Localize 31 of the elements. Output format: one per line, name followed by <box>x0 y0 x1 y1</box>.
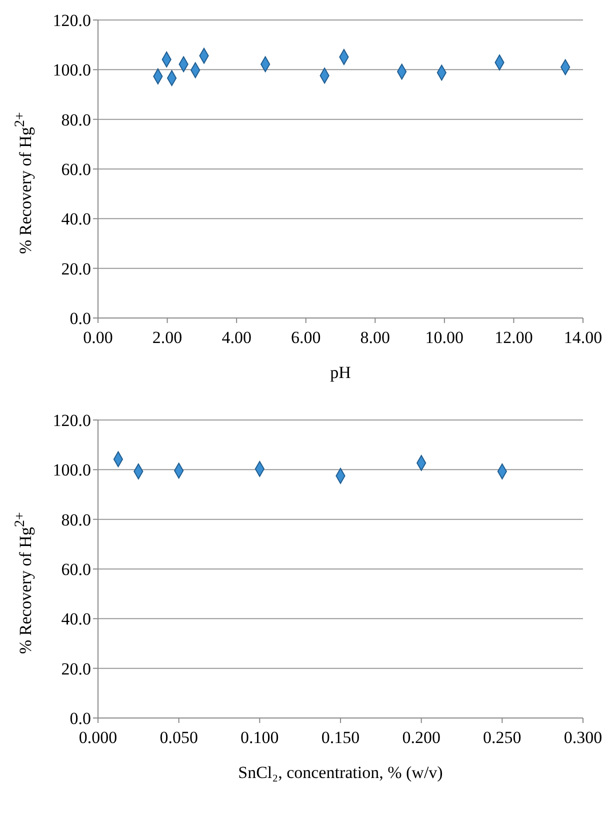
x-tick-label: 10.00 <box>425 328 464 348</box>
y-tick-label: 0.0 <box>70 309 91 328</box>
x-tick-label: 6.00 <box>290 328 321 348</box>
x-tick-label: 0.150 <box>321 728 360 748</box>
y-tick-label: 120.0 <box>52 411 91 430</box>
x-tick-label: 0.00 <box>83 328 113 348</box>
x-tick-label: 2.00 <box>152 328 182 348</box>
x-axis-title: pH <box>329 363 352 383</box>
y-tick-label: 80.0 <box>61 110 91 130</box>
y-tick-label: 120.0 <box>52 11 91 30</box>
y-tick-label: 40.0 <box>61 610 91 629</box>
y-tick-label: 20.0 <box>61 659 91 678</box>
y-tick-label: 40.0 <box>61 210 91 229</box>
y-tick-label: 60.0 <box>61 560 91 580</box>
x-tick-label: 0.100 <box>240 728 279 748</box>
x-tick-label: 14.00 <box>564 328 602 348</box>
y-tick-label: 100.0 <box>52 460 91 480</box>
y-tick-label: 100.0 <box>52 60 91 80</box>
x-tick-label: 4.00 <box>222 328 252 348</box>
y-tick-label: 0.0 <box>70 709 91 728</box>
x-tick-label: 0.300 <box>564 728 602 748</box>
x-tick-label: 12.00 <box>494 328 533 348</box>
x-tick-label: 8.00 <box>360 328 390 348</box>
y-tick-label: 60.0 <box>61 160 91 180</box>
y-tick-label: 80.0 <box>61 510 91 530</box>
y-tick-label: 20.0 <box>61 259 91 278</box>
x-tick-label: 0.050 <box>160 728 198 748</box>
x-tick-label: 0.000 <box>78 728 118 748</box>
x-axis-title: SnCl₂, concentration, % (w/v) <box>237 763 444 783</box>
x-tick-label: 0.250 <box>483 728 522 748</box>
x-tick-label: 0.200 <box>402 728 440 748</box>
